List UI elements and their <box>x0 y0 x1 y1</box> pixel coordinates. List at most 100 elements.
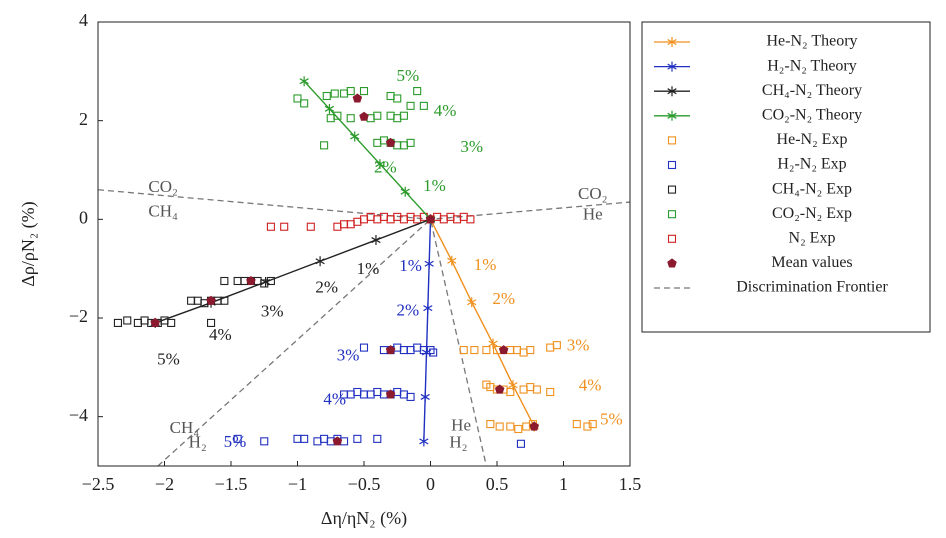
square-marker <box>359 390 369 399</box>
x-tick-label: −2 <box>155 474 174 494</box>
square-marker <box>588 420 597 429</box>
square-marker <box>346 87 355 96</box>
legend-marker <box>667 61 677 72</box>
square-marker <box>373 111 382 120</box>
star-marker <box>424 258 434 269</box>
square-marker <box>572 420 581 429</box>
star-marker <box>400 186 410 197</box>
square-marker <box>526 383 535 392</box>
theory-line <box>303 80 432 220</box>
square-marker <box>140 316 149 325</box>
legend-label: Discrimination Frontier <box>736 279 888 296</box>
annotation: 5% <box>600 410 623 429</box>
square-marker <box>346 390 355 399</box>
square-marker <box>552 341 561 350</box>
y-tick-label: 0 <box>79 207 88 227</box>
square-marker <box>353 217 362 226</box>
square-marker <box>193 296 202 305</box>
annotation: CH₄ <box>148 201 178 220</box>
legend-box <box>641 21 931 333</box>
legend-marker <box>667 234 677 243</box>
star-marker <box>260 276 271 287</box>
square-marker <box>419 101 428 110</box>
square-marker <box>413 87 422 96</box>
annotation: CO₂ <box>578 184 608 203</box>
star-marker <box>375 159 385 170</box>
mean-marker <box>385 137 396 147</box>
annotation: He <box>451 415 471 434</box>
mean-marker <box>498 345 509 355</box>
square-marker <box>339 220 349 229</box>
square-marker <box>546 387 555 397</box>
plot-area <box>98 76 630 466</box>
square-marker <box>293 434 302 443</box>
square-marker <box>526 346 535 355</box>
star-marker <box>488 338 498 349</box>
square-marker <box>512 346 522 355</box>
legend-marker <box>667 185 677 194</box>
square-marker <box>393 114 402 123</box>
square-marker <box>413 215 422 224</box>
legend-label: Mean values <box>771 254 852 271</box>
x-tick-label: 1.5 <box>619 474 642 494</box>
square-marker <box>429 348 438 357</box>
mean-marker <box>425 214 436 224</box>
square-marker <box>413 343 422 352</box>
legend-marker <box>667 160 677 170</box>
mean-marker <box>150 317 160 327</box>
x-tick-label: −2.5 <box>82 474 115 494</box>
square-marker <box>399 390 408 399</box>
square-marker <box>386 91 395 101</box>
mean-marker <box>332 436 343 446</box>
square-marker <box>326 114 335 123</box>
square-marker <box>220 276 229 286</box>
square-marker <box>187 296 196 305</box>
star-marker <box>420 391 430 402</box>
y-tick-label: 4 <box>79 10 88 30</box>
legend-marker <box>667 86 677 97</box>
legend-label: CH₄-N₂ Theory <box>762 82 862 99</box>
annotation: CH₄ <box>170 418 200 437</box>
mean-marker <box>385 345 396 355</box>
annotation: 3% <box>337 345 360 364</box>
square-marker <box>353 434 362 443</box>
square-marker <box>113 318 122 327</box>
star-marker <box>419 436 429 447</box>
annotation: CO₂ <box>148 177 178 196</box>
square-marker <box>266 222 275 231</box>
annotation: 1% <box>423 176 446 195</box>
square-marker <box>346 220 355 229</box>
legend-label: CO₂-N₂ Exp <box>772 205 852 222</box>
annotation: He <box>583 204 603 223</box>
x-tick-label: 0.5 <box>486 474 509 494</box>
square-marker <box>346 114 355 123</box>
square-marker <box>320 434 329 443</box>
annotation: 4% <box>323 389 346 408</box>
mean-marker <box>359 111 369 121</box>
annotation: 2% <box>397 300 420 319</box>
star-marker <box>299 76 309 87</box>
square-marker <box>353 387 362 397</box>
annotation: 3% <box>567 336 590 355</box>
square-marker <box>532 385 541 394</box>
plot-frame <box>97 21 631 467</box>
square-marker <box>306 222 315 231</box>
star-marker <box>315 256 325 267</box>
square-marker <box>506 422 515 431</box>
square-marker <box>399 141 408 150</box>
legend-marker <box>667 210 677 219</box>
square-marker <box>366 390 375 399</box>
square-marker <box>386 111 395 120</box>
square-marker <box>406 346 415 355</box>
annotation: 2% <box>374 157 397 176</box>
square-marker <box>393 94 402 103</box>
square-marker <box>466 215 475 224</box>
square-marker <box>293 94 302 103</box>
theory-line <box>154 218 431 324</box>
annotation: 5% <box>397 66 420 85</box>
legend-label: He-N₂ Theory <box>766 33 857 50</box>
square-marker <box>373 215 382 224</box>
star-marker <box>467 297 477 308</box>
theory-line <box>423 219 432 442</box>
